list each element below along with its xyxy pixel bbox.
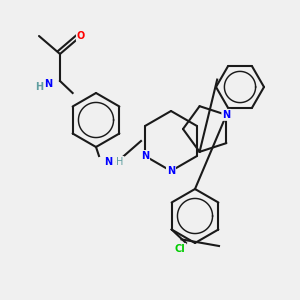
Text: O: O [77,31,85,41]
Text: N: N [44,79,52,89]
Text: N: N [104,157,112,167]
Text: N: N [141,151,149,161]
Text: N: N [167,166,175,176]
Text: H: H [116,157,124,167]
Text: Cl: Cl [175,244,185,254]
Text: N: N [222,110,230,120]
Text: H: H [35,82,43,92]
